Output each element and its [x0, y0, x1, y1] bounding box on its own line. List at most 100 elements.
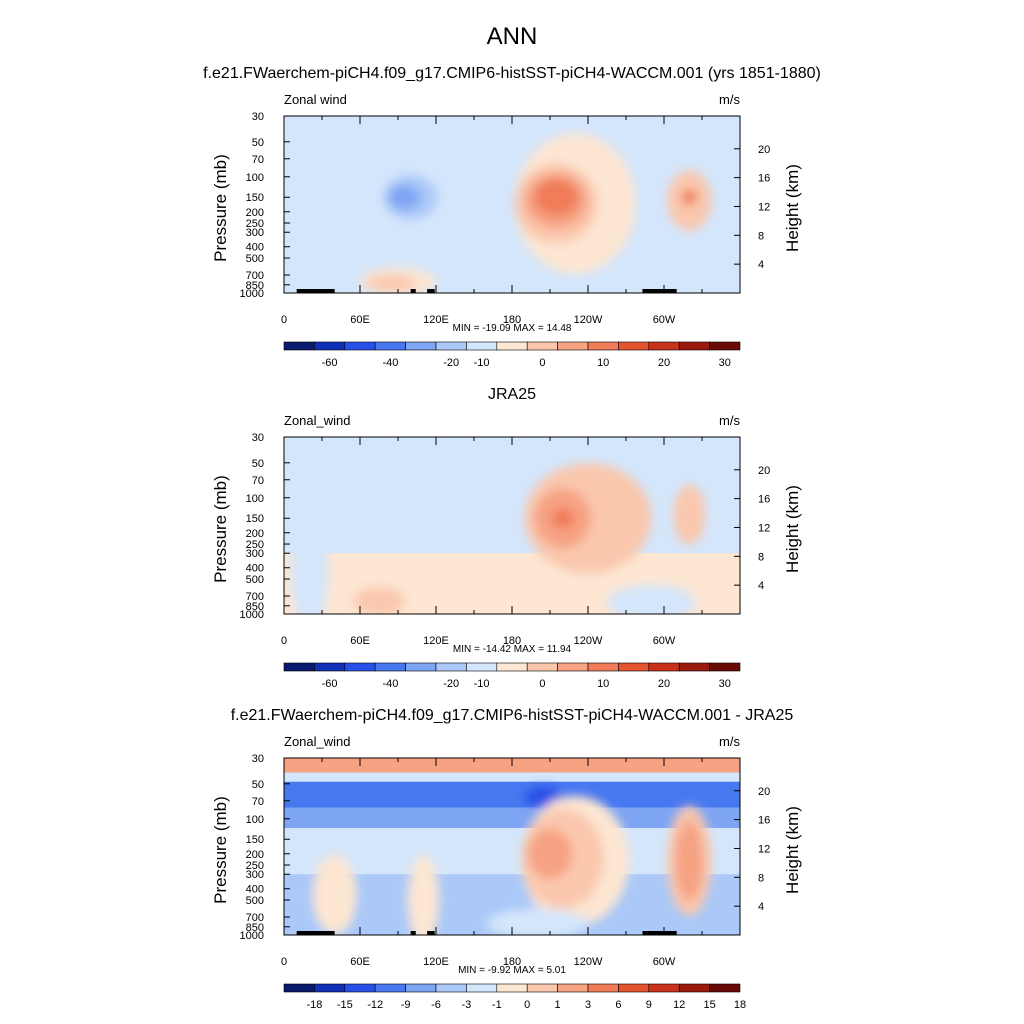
- y-tick-label: 30: [252, 432, 264, 444]
- x-tick-label: 0: [281, 956, 287, 968]
- y-right-tick-label: 8: [758, 230, 764, 242]
- y-right-tick-label: 12: [758, 843, 770, 855]
- colorbar-label: -20: [443, 357, 459, 369]
- contour-region-2: [290, 507, 329, 614]
- colorbar-label: -3: [462, 999, 472, 1011]
- colorbar-label: 1: [555, 999, 561, 1011]
- contour-region-6: [673, 484, 706, 545]
- contour-field: [284, 758, 740, 935]
- y-tick-label: 200: [246, 207, 264, 219]
- y-axis-label: Pressure (mb): [211, 475, 230, 583]
- y-tick-label: 100: [246, 814, 264, 826]
- colorbar-swatch: [496, 341, 528, 351]
- x-tick-label: 120E: [423, 956, 449, 968]
- y-tick-label: 300: [246, 548, 264, 560]
- colorbar-swatch: [344, 983, 376, 993]
- topography-3: [427, 931, 435, 935]
- topography-2: [410, 289, 416, 293]
- colorbar-swatch: [283, 983, 315, 993]
- y-right-tick-label: 8: [758, 551, 764, 563]
- colorbar-swatch: [587, 662, 619, 672]
- y-right-tick-label: 8: [758, 872, 764, 884]
- panel-2: JRA25 Zonal_wind m/s 0 60E 120E 180 120W 60W 30 50…: [211, 386, 802, 690]
- y-tick-label: 150: [246, 192, 264, 204]
- colorbar-label: 12: [673, 999, 685, 1011]
- colorbar-swatch: [466, 341, 498, 351]
- y-tick-label: 300: [246, 227, 264, 239]
- x-tick-label: 60W: [653, 314, 676, 326]
- x-tick-label: 120E: [423, 314, 449, 326]
- contour-region-5: [551, 508, 575, 529]
- colorbar-swatch: [344, 341, 376, 351]
- colorbar-swatch: [526, 341, 558, 351]
- y-tick-label: 1000: [240, 288, 264, 300]
- colorbar-swatch: [496, 662, 528, 672]
- x-tick-label: 60E: [350, 314, 370, 326]
- y-right-tick-label: 20: [758, 786, 770, 798]
- y-tick-label: 850: [246, 601, 264, 613]
- min-max-stats: MIN = -9.92 MAX = 5.01: [458, 965, 566, 976]
- y-tick-label: 100: [246, 172, 264, 184]
- colorbar-swatch: [496, 983, 528, 993]
- y-right-tick-label: 16: [758, 494, 770, 506]
- y-tick-label: 70: [252, 796, 264, 808]
- contour-region-7: [312, 854, 357, 935]
- colorbar-label: 6: [615, 999, 621, 1011]
- colorbar-swatch: [435, 983, 467, 993]
- y-right-axis-label: Height (km): [783, 164, 802, 252]
- contour-region-6: [534, 179, 579, 216]
- y-tick-label: 70: [252, 475, 264, 487]
- y-tick-label: 50: [252, 137, 264, 149]
- colorbar-label: 0: [539, 357, 545, 369]
- colorbar-swatch: [526, 983, 558, 993]
- colorbar-label: 10: [597, 678, 609, 690]
- units-label: m/s: [719, 92, 740, 107]
- x-tick-label: 120E: [423, 635, 449, 647]
- colorbar-label: -20: [443, 678, 459, 690]
- colorbar-label: -10: [474, 357, 490, 369]
- colorbar-swatch: [405, 341, 437, 351]
- colorbar-label: 30: [719, 678, 731, 690]
- contour-region-6: [675, 820, 704, 901]
- panel-title: JRA25: [488, 386, 536, 403]
- colorbar-swatch: [405, 662, 437, 672]
- colorbar-label: -12: [367, 999, 383, 1011]
- figure-title: ANN: [487, 23, 538, 50]
- y-right-tick-label: 4: [758, 901, 764, 913]
- colorbar-swatch: [283, 341, 315, 351]
- colorbar-swatch: [405, 983, 437, 993]
- y-tick-label: 150: [246, 513, 264, 525]
- y-tick-label: 250: [246, 218, 264, 230]
- colorbar-label: -9: [401, 999, 411, 1011]
- colorbar-label: -60: [322, 357, 338, 369]
- variable-label: Zonal wind: [284, 92, 347, 107]
- colorbar-swatch: [678, 341, 710, 351]
- colorbar-label: 9: [646, 999, 652, 1011]
- colorbar-label: -40: [382, 678, 398, 690]
- colorbar-label: -10: [474, 678, 490, 690]
- colorbar-swatch: [618, 341, 650, 351]
- y-tick-label: 300: [246, 869, 264, 881]
- colorbar-label: 20: [658, 678, 670, 690]
- colorbar-swatch: [557, 341, 589, 351]
- y-right-tick-label: 16: [758, 173, 770, 185]
- y-tick-label: 400: [246, 884, 264, 896]
- x-tick-label: 60W: [653, 635, 676, 647]
- x-tick-label: 120W: [574, 314, 603, 326]
- contour-region-1: [388, 493, 446, 544]
- contour-region-4: [527, 828, 573, 879]
- y-tick-label: 200: [246, 849, 264, 861]
- units-label: m/s: [719, 734, 740, 749]
- x-tick-label: 0: [281, 635, 287, 647]
- colorbar-swatch: [587, 341, 619, 351]
- y-tick-label: 30: [252, 111, 264, 123]
- y-tick-label: 30: [252, 753, 264, 765]
- y-tick-label: 700: [246, 912, 264, 924]
- colorbar-swatch: [587, 983, 619, 993]
- y-right-tick-label: 4: [758, 259, 764, 271]
- colorbar-swatch: [374, 341, 406, 351]
- y-tick-label: 500: [246, 574, 264, 586]
- units-label: m/s: [719, 413, 740, 428]
- colorbar-swatch: [374, 983, 406, 993]
